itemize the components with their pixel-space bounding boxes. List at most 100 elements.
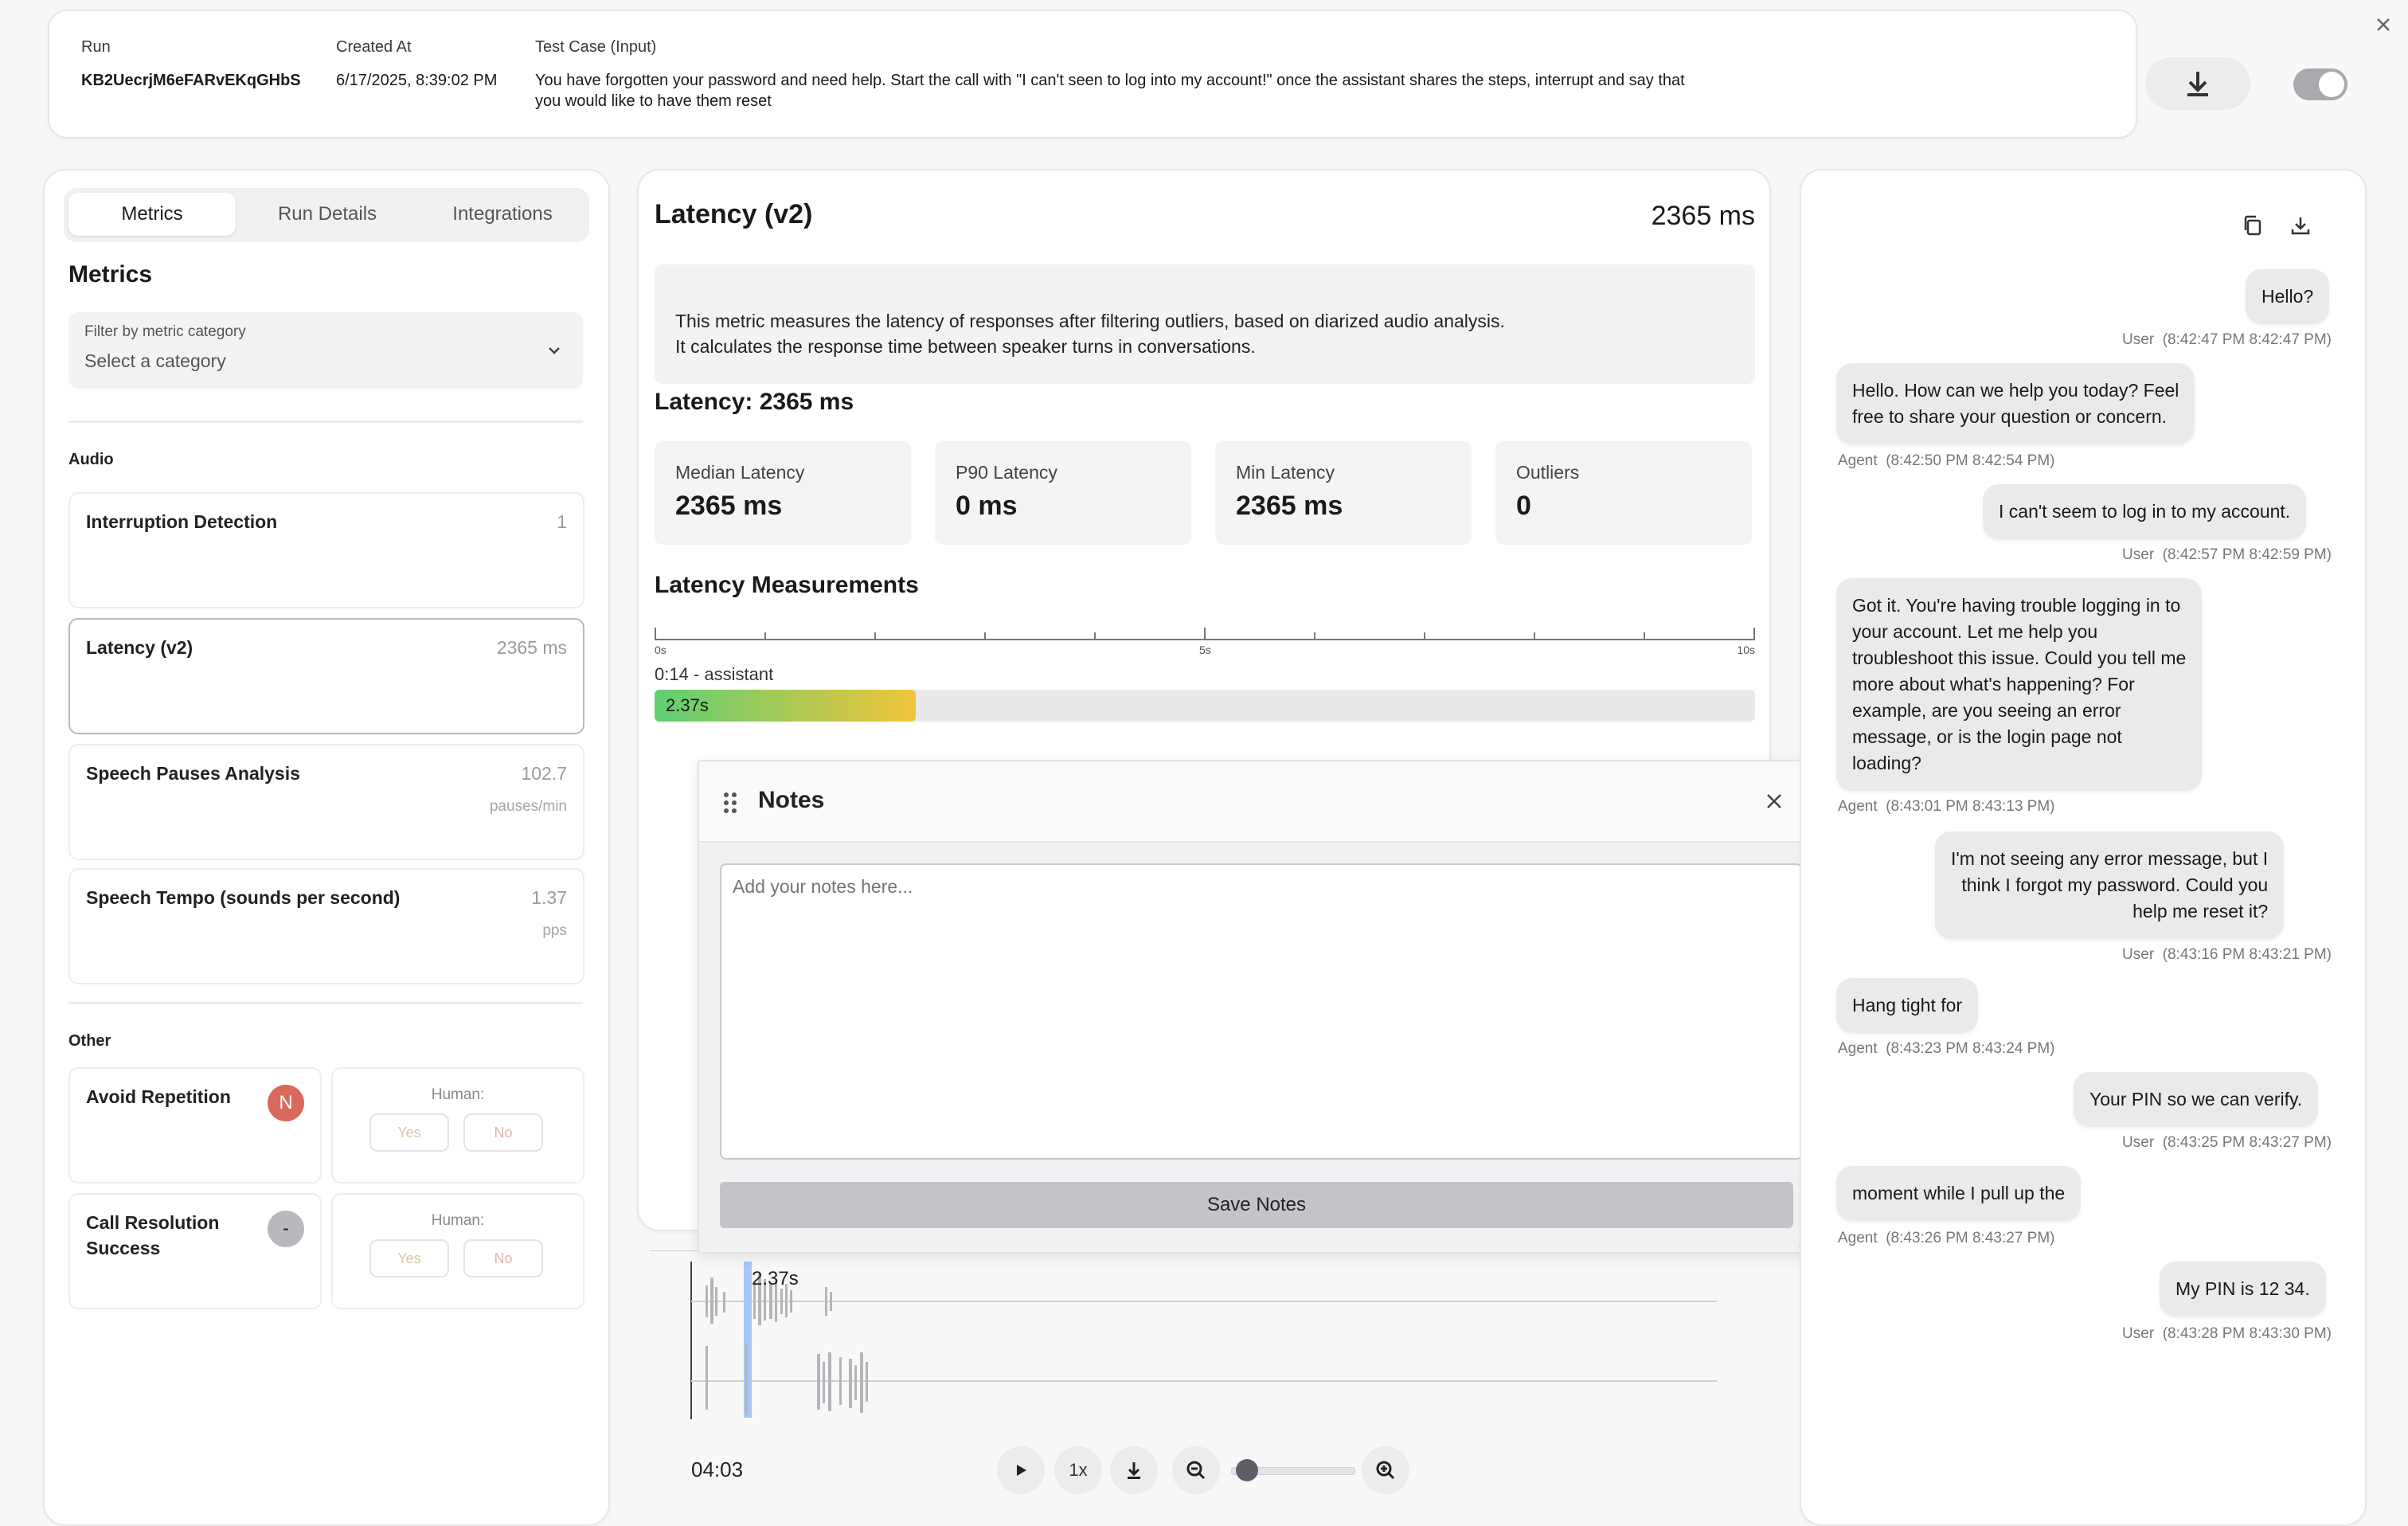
created-value: 6/17/2025, 8:39:02 PM bbox=[336, 72, 498, 89]
no-button[interactable]: No bbox=[463, 1239, 543, 1278]
close-icon[interactable] bbox=[1765, 792, 1784, 811]
tick-mark bbox=[1094, 632, 1096, 639]
zoom-slider-thumb[interactable] bbox=[1236, 1459, 1259, 1481]
description-line1: This metric measures the latency of resp… bbox=[675, 311, 1505, 331]
latency-bar-value: 2.37s bbox=[666, 695, 709, 715]
stat-value: 2365 ms bbox=[1236, 491, 1343, 521]
download-audio-button[interactable] bbox=[1110, 1446, 1158, 1494]
drag-handle-icon[interactable] bbox=[723, 792, 737, 814]
status-badge: N bbox=[268, 1085, 304, 1121]
latency-bar-fill: 2.37s bbox=[655, 690, 916, 722]
play-button[interactable] bbox=[997, 1446, 1045, 1494]
download-icon bbox=[2187, 72, 2208, 96]
tick-label: 10s bbox=[1737, 644, 1755, 656]
metrics-title: Metrics bbox=[68, 261, 153, 288]
metric-unit: pps bbox=[542, 922, 567, 939]
human-rating-call-resolution: Human: Yes No bbox=[331, 1193, 584, 1309]
filter-label: Filter by metric category bbox=[84, 323, 246, 340]
message-meta: User (8:43:16 PM 8:43:21 PM) bbox=[2122, 946, 2332, 963]
zoom-slider[interactable] bbox=[1231, 1459, 1355, 1481]
notes-panel: Notes Save Notes bbox=[698, 760, 1816, 1254]
human-label: Human: bbox=[431, 1212, 485, 1229]
tab-run-details[interactable]: Run Details bbox=[277, 203, 377, 225]
download-icon[interactable] bbox=[2289, 213, 2312, 237]
audio-waveform[interactable]: 2.37s bbox=[650, 1250, 1733, 1426]
metric-value: 1.37 bbox=[531, 887, 567, 908]
stat-value: 0 ms bbox=[956, 491, 1018, 521]
divider bbox=[68, 421, 583, 423]
metric-card-speech-tempo[interactable]: Speech Tempo (sounds per second) 1.37 pp… bbox=[68, 868, 584, 984]
human-rating-avoid-repetition: Human: Yes No bbox=[331, 1067, 584, 1184]
stat-card-median: Median Latency 2365 ms bbox=[655, 441, 911, 545]
stat-value: 0 bbox=[1516, 491, 1531, 521]
test-case-text-line1: You have forgotten your password and nee… bbox=[535, 72, 1685, 89]
metric-name: Speech Pauses Analysis bbox=[86, 763, 300, 784]
description-line2: It calculates the response time between … bbox=[675, 336, 1256, 357]
zoom-slider-track bbox=[1231, 1467, 1355, 1475]
metric-card-interruption-detection[interactable]: Interruption Detection 1 bbox=[68, 492, 584, 608]
message-meta: User (8:42:57 PM 8:42:59 PM) bbox=[2122, 546, 2332, 563]
tick-mark bbox=[1644, 632, 1645, 639]
stat-label: Median Latency bbox=[675, 462, 805, 483]
playback-time: 04:03 bbox=[691, 1458, 744, 1481]
divider bbox=[68, 1002, 583, 1004]
latency-summary: Latency: 2365 ms bbox=[655, 389, 854, 415]
run-id: KB2UecrjM6eFARvEKqGHbS bbox=[81, 72, 301, 89]
toggle-switch[interactable] bbox=[2293, 68, 2347, 100]
metric-card-latency-v2[interactable]: Latency (v2) 2365 ms bbox=[68, 618, 584, 734]
created-label: Created At bbox=[336, 38, 412, 56]
chat-message-user: Hello? bbox=[2246, 269, 2330, 324]
metric-name-line2: Success bbox=[86, 1238, 161, 1258]
stat-card-p90: P90 Latency 0 ms bbox=[935, 441, 1191, 545]
message-meta: User (8:43:28 PM 8:43:30 PM) bbox=[2122, 1325, 2332, 1342]
stat-card-min: Min Latency 2365 ms bbox=[1215, 441, 1472, 545]
metric-name-line1: Call Resolution bbox=[86, 1212, 220, 1233]
tick-mark bbox=[1424, 632, 1425, 639]
test-case-text-line2: you would like to have them reset bbox=[535, 92, 772, 110]
measurement-label: 0:14 - assistant bbox=[655, 664, 774, 684]
test-case-label: Test Case (Input) bbox=[535, 38, 657, 56]
category-filter-select[interactable]: Filter by metric category Select a categ… bbox=[68, 312, 583, 389]
metric-card-call-resolution[interactable]: Call Resolution Success - bbox=[68, 1193, 322, 1309]
chat-message-agent: Got it. You're having trouble logging in… bbox=[1836, 578, 2203, 791]
no-button[interactable]: No bbox=[463, 1113, 543, 1152]
metric-name: Avoid Repetition bbox=[86, 1086, 231, 1107]
stat-label: Min Latency bbox=[1236, 462, 1335, 483]
chat-message-agent: Hang tight for bbox=[1836, 978, 1979, 1033]
stat-label: Outliers bbox=[1516, 462, 1580, 483]
tab-bar: Metrics Run Details Integrations bbox=[64, 188, 589, 242]
filter-value: Select a category bbox=[84, 350, 226, 371]
metric-card-speech-pauses[interactable]: Speech Pauses Analysis 102.7 pauses/min bbox=[68, 744, 584, 860]
audio-group-title: Audio bbox=[68, 451, 114, 468]
tick-mark bbox=[764, 632, 766, 639]
run-header-card: Run KB2UecrjM6eFARvEKqGHbS Created At 6/… bbox=[48, 10, 2137, 139]
tick-label: 5s bbox=[1199, 644, 1211, 656]
notes-textarea[interactable] bbox=[720, 863, 1803, 1160]
yes-button[interactable]: Yes bbox=[369, 1113, 449, 1152]
yes-button[interactable]: Yes bbox=[369, 1239, 449, 1278]
metric-card-avoid-repetition[interactable]: Avoid Repetition N bbox=[68, 1067, 322, 1184]
measurements-title: Latency Measurements bbox=[655, 572, 919, 598]
message-meta: User (8:43:25 PM 8:43:27 PM) bbox=[2122, 1134, 2332, 1151]
metric-value: 2365 ms bbox=[496, 637, 567, 658]
timeline-ruler: 0s 5s 10s bbox=[655, 623, 1755, 656]
stat-value: 2365 ms bbox=[675, 491, 783, 521]
play-icon bbox=[1017, 1465, 1026, 1476]
tab-metrics[interactable]: Metrics bbox=[68, 193, 236, 236]
copy-icon[interactable] bbox=[2241, 213, 2265, 237]
metric-name: Interruption Detection bbox=[86, 511, 278, 532]
metric-description: This metric measures the latency of resp… bbox=[655, 264, 1755, 384]
zoom-out-button[interactable] bbox=[1172, 1446, 1220, 1494]
zoom-in-button[interactable] bbox=[1362, 1446, 1409, 1494]
detail-value: 2365 ms bbox=[1651, 201, 1755, 231]
save-notes-button[interactable]: Save Notes bbox=[720, 1182, 1793, 1228]
zoom-out-icon bbox=[1186, 1461, 1206, 1480]
metric-name: Latency (v2) bbox=[86, 637, 194, 658]
download-button[interactable] bbox=[2145, 57, 2250, 110]
tab-integrations[interactable]: Integrations bbox=[452, 203, 553, 225]
close-icon[interactable] bbox=[2373, 14, 2394, 35]
speed-button[interactable]: 1x bbox=[1054, 1446, 1102, 1494]
notes-title: Notes bbox=[758, 787, 825, 813]
tick-mark bbox=[1534, 632, 1535, 639]
